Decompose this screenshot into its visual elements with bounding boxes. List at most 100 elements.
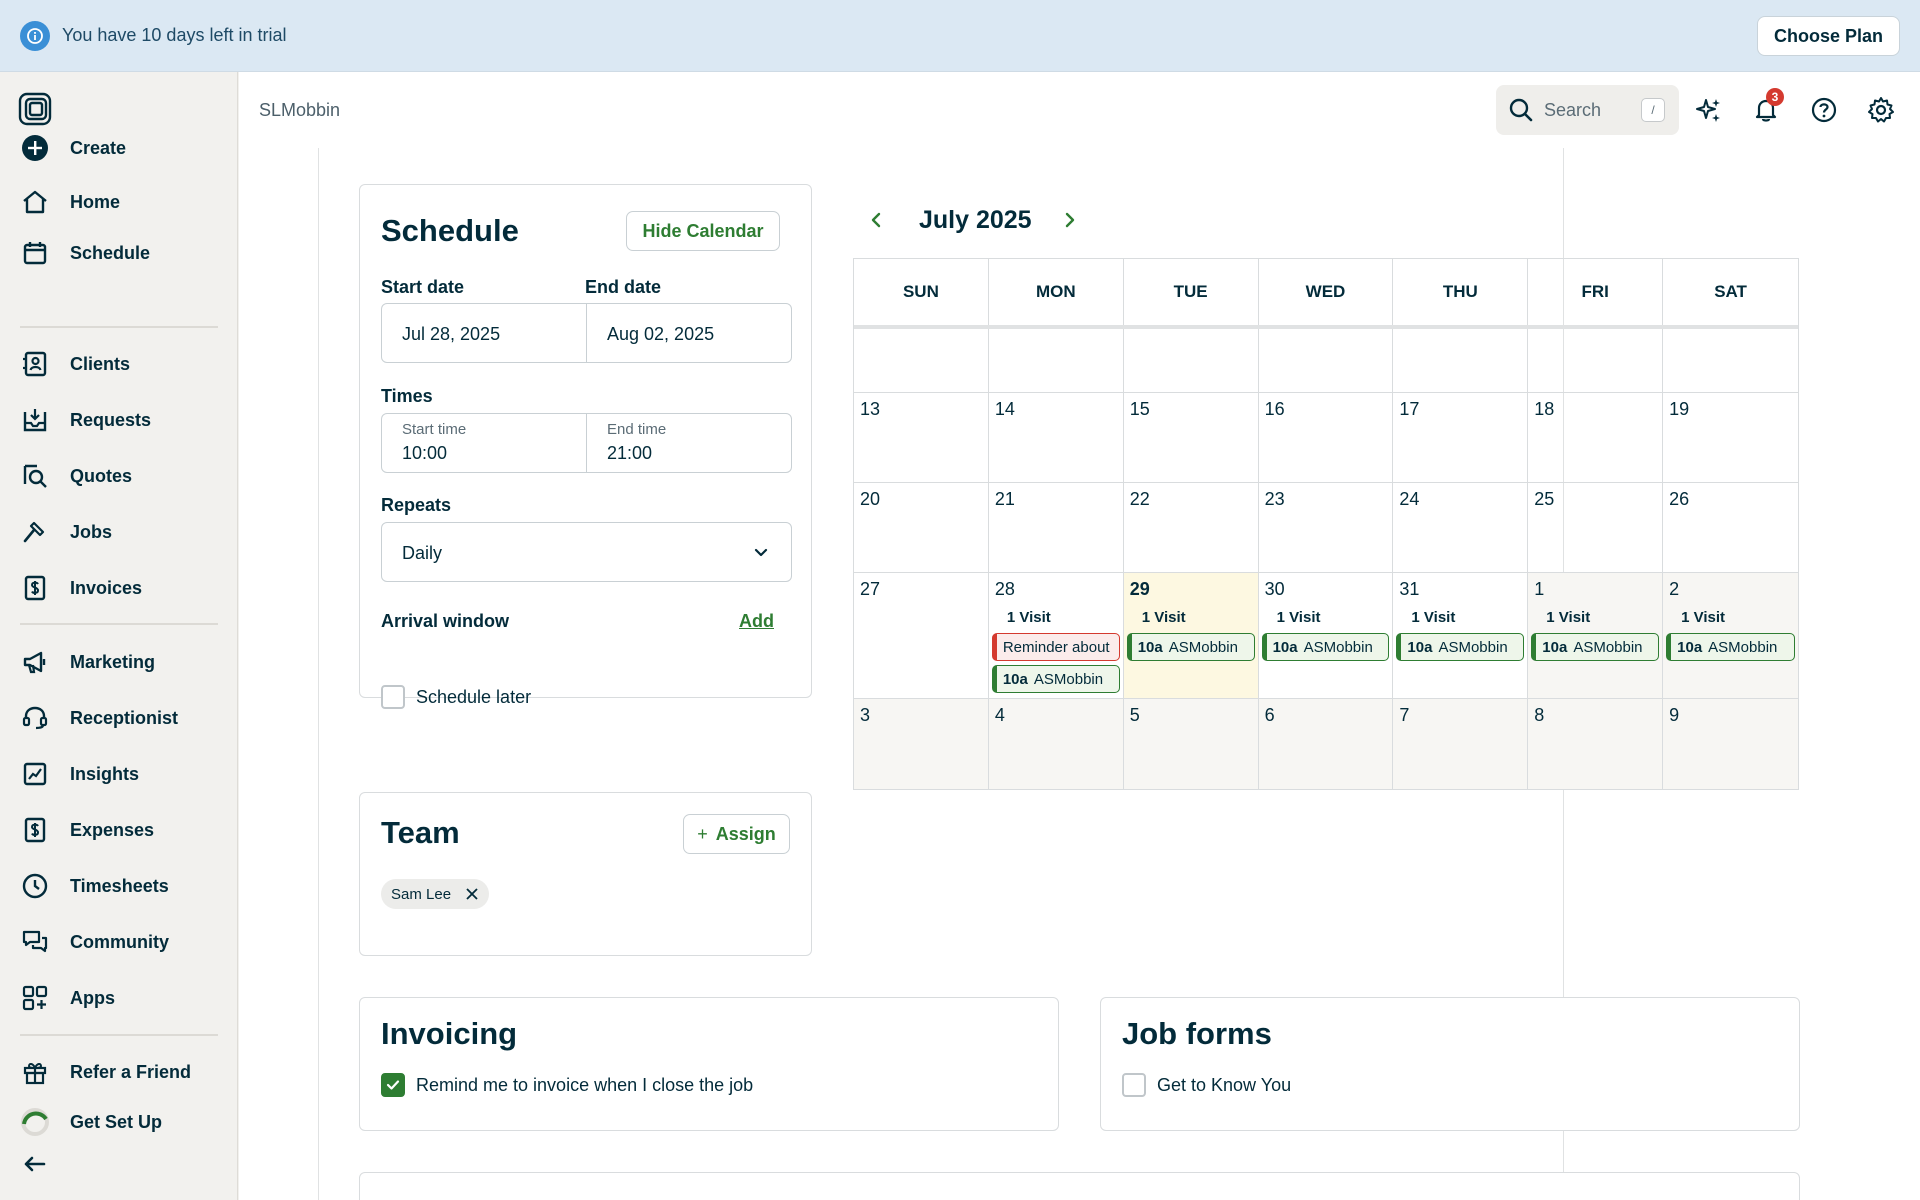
calendar-day-cell[interactable] bbox=[1124, 329, 1259, 392]
calendar-day-cell[interactable] bbox=[854, 329, 989, 392]
calendar-day-cell[interactable]: 5 bbox=[1123, 699, 1259, 789]
collapse-sidebar-button[interactable] bbox=[20, 1144, 220, 1184]
sidebar-item-marketing[interactable]: Marketing bbox=[20, 642, 220, 682]
calendar-day-cell[interactable] bbox=[1393, 329, 1529, 392]
calendar-day-cell-today[interactable]: 29 1 Visit 10a ASMobbin bbox=[1123, 573, 1259, 698]
choose-plan-button[interactable]: Choose Plan bbox=[1756, 16, 1900, 56]
calendar-day-cell[interactable]: 14 bbox=[989, 393, 1124, 482]
start-date-field[interactable]: Jul 28, 2025 bbox=[402, 324, 501, 344]
visit-event[interactable]: 10a ASMobbin bbox=[1666, 633, 1795, 661]
chart-trend-icon bbox=[20, 759, 50, 789]
end-date-field[interactable]: Aug 02, 2025 bbox=[586, 304, 791, 362]
start-time-field[interactable]: Start time 10:00 bbox=[402, 421, 467, 463]
search-input[interactable]: Search / bbox=[1496, 85, 1679, 135]
sidebar-item-quotes[interactable]: Quotes bbox=[20, 456, 220, 496]
calendar-day-cell[interactable]: 27 bbox=[854, 573, 989, 698]
calendar-icon bbox=[20, 238, 50, 268]
calendar-day-cell[interactable]: 20 bbox=[854, 483, 989, 572]
sidebar-item-receptionist[interactable]: Receptionist bbox=[20, 698, 220, 738]
calendar-day-cell[interactable]: 26 bbox=[1669, 489, 1690, 509]
weekday-sat: SAT bbox=[1714, 282, 1747, 301]
receipt-dollar-icon bbox=[20, 815, 50, 845]
calendar-day-cell[interactable]: 7 bbox=[1393, 699, 1529, 789]
sidebar-item-apps[interactable]: Apps bbox=[20, 978, 220, 1018]
remind-invoice-checkbox[interactable] bbox=[381, 1073, 405, 1097]
chevron-right-icon bbox=[1065, 212, 1075, 228]
help-button[interactable] bbox=[1808, 94, 1840, 126]
calendar-day-cell[interactable] bbox=[989, 329, 1124, 392]
sidebar-item-community[interactable]: Community bbox=[20, 922, 220, 962]
quote-search-icon bbox=[20, 461, 50, 491]
weekday-fri: FRI bbox=[1528, 259, 1664, 325]
calendar-day-cell[interactable] bbox=[1259, 329, 1394, 392]
calendar-day-cell[interactable] bbox=[1663, 329, 1798, 392]
calendar-next-button[interactable] bbox=[1057, 208, 1081, 232]
calendar-day-cell[interactable]: 13 bbox=[854, 393, 989, 482]
calendar-day-cell[interactable]: 9 bbox=[1663, 699, 1798, 789]
visit-event[interactable]: 10a ASMobbin bbox=[991, 665, 1120, 693]
visit-event[interactable]: 10a ASMobbin bbox=[1261, 633, 1390, 661]
calendar-day-cell[interactable]: 6 bbox=[1258, 699, 1394, 789]
sidebar-item-invoices[interactable]: Invoices bbox=[20, 568, 220, 608]
arrival-window-add-link[interactable]: Add bbox=[739, 611, 774, 631]
sidebar-item-jobs[interactable]: Jobs bbox=[20, 512, 220, 552]
calendar-day-cell[interactable]: 30 1 Visit 10a ASMobbin bbox=[1259, 573, 1394, 698]
calendar-day-cell[interactable] bbox=[1528, 329, 1664, 392]
top-header: SLMobbin Search / 3 bbox=[239, 72, 1920, 148]
end-time-field[interactable]: End time 21:00 bbox=[586, 414, 791, 472]
time-range-input: Start time 10:00 End time 21:00 bbox=[381, 413, 792, 473]
calendar-day-cell[interactable]: 24 bbox=[1393, 483, 1529, 572]
calendar-day-cell[interactable]: 21 bbox=[989, 483, 1124, 572]
sidebar-item-get-set-up[interactable]: Get Set Up bbox=[20, 1102, 220, 1142]
ai-sparkle-button[interactable] bbox=[1693, 94, 1725, 126]
assign-button[interactable]: + Assign bbox=[683, 814, 790, 854]
calendar-prev-button[interactable] bbox=[865, 208, 889, 232]
calendar-day-cell[interactable]: 3 bbox=[854, 699, 989, 789]
sidebar-item-requests[interactable]: Requests bbox=[20, 400, 220, 440]
sidebar-item-schedule[interactable]: Schedule bbox=[20, 233, 220, 273]
close-icon[interactable] bbox=[465, 887, 479, 901]
contact-card-icon bbox=[20, 349, 50, 379]
sidebar-item-expenses[interactable]: Expenses bbox=[20, 810, 220, 850]
sidebar-item-create[interactable]: Create bbox=[20, 128, 220, 168]
calendar-day-cell[interactable]: 22 bbox=[1124, 483, 1259, 572]
visit-event[interactable]: 10a ASMobbin bbox=[1126, 633, 1255, 661]
schedule-later-checkbox[interactable] bbox=[381, 685, 405, 709]
app-logo-icon[interactable] bbox=[18, 92, 52, 126]
sidebar-item-insights[interactable]: Insights bbox=[20, 754, 220, 794]
get-to-know-you-checkbox[interactable] bbox=[1122, 1073, 1146, 1097]
team-member-chip: Sam Lee bbox=[381, 879, 490, 909]
calendar-day-cell[interactable]: 19 bbox=[1669, 399, 1690, 419]
calendar-day-cell[interactable]: 18 bbox=[1528, 393, 1664, 482]
schedule-title: Schedule bbox=[381, 213, 519, 248]
repeats-select[interactable]: Daily bbox=[381, 522, 792, 582]
visit-event[interactable]: 10a ASMobbin bbox=[1396, 633, 1525, 661]
arrow-left-icon bbox=[20, 1149, 50, 1179]
calendar-day-cell[interactable]: 31 1 Visit 10a ASMobbin bbox=[1393, 573, 1529, 698]
calendar-day-cell[interactable]: 15 bbox=[1124, 393, 1259, 482]
calendar-day-cell[interactable]: 16 bbox=[1259, 393, 1394, 482]
settings-button[interactable] bbox=[1865, 94, 1897, 126]
calendar-day-cell[interactable]: 2 1 Visit 10a ASMobbin bbox=[1663, 573, 1798, 698]
date-range-input: Jul 28, 2025 Aug 02, 2025 bbox=[381, 303, 792, 363]
sidebar-item-clients[interactable]: Clients bbox=[20, 344, 220, 384]
calendar-grid: SUN MON TUE WED THU FRI SAT 13 14 15 16 … bbox=[853, 258, 1799, 790]
checkmark-icon bbox=[386, 1080, 400, 1090]
calendar-day-cell[interactable]: 25 bbox=[1528, 483, 1664, 572]
schedule-later-label: Schedule later bbox=[416, 687, 532, 707]
hide-calendar-button[interactable]: Hide Calendar bbox=[626, 211, 780, 251]
start-date-label: Start date bbox=[381, 277, 465, 297]
sidebar-item-refer-a-friend[interactable]: Refer a Friend bbox=[20, 1052, 220, 1092]
visit-event[interactable]: 10a ASMobbin bbox=[1531, 633, 1660, 661]
notifications-button[interactable]: 3 bbox=[1750, 88, 1784, 126]
sidebar-item-home[interactable]: Home bbox=[20, 182, 220, 222]
sidebar-item-timesheets[interactable]: Timesheets bbox=[20, 866, 220, 906]
calendar-day-cell[interactable]: 4 bbox=[988, 699, 1124, 789]
calendar-day-cell[interactable]: 28 1 Visit Reminder about 10a ASMobbin bbox=[989, 573, 1124, 698]
reminder-event[interactable]: Reminder about bbox=[991, 633, 1120, 661]
invoice-dollar-icon bbox=[20, 573, 50, 603]
calendar-day-cell[interactable]: 17 bbox=[1393, 393, 1529, 482]
calendar-day-cell[interactable]: 8 bbox=[1528, 699, 1664, 789]
calendar-day-cell[interactable]: 23 bbox=[1259, 483, 1394, 572]
calendar-day-cell[interactable]: 1 1 Visit 10a ASMobbin bbox=[1528, 573, 1664, 698]
